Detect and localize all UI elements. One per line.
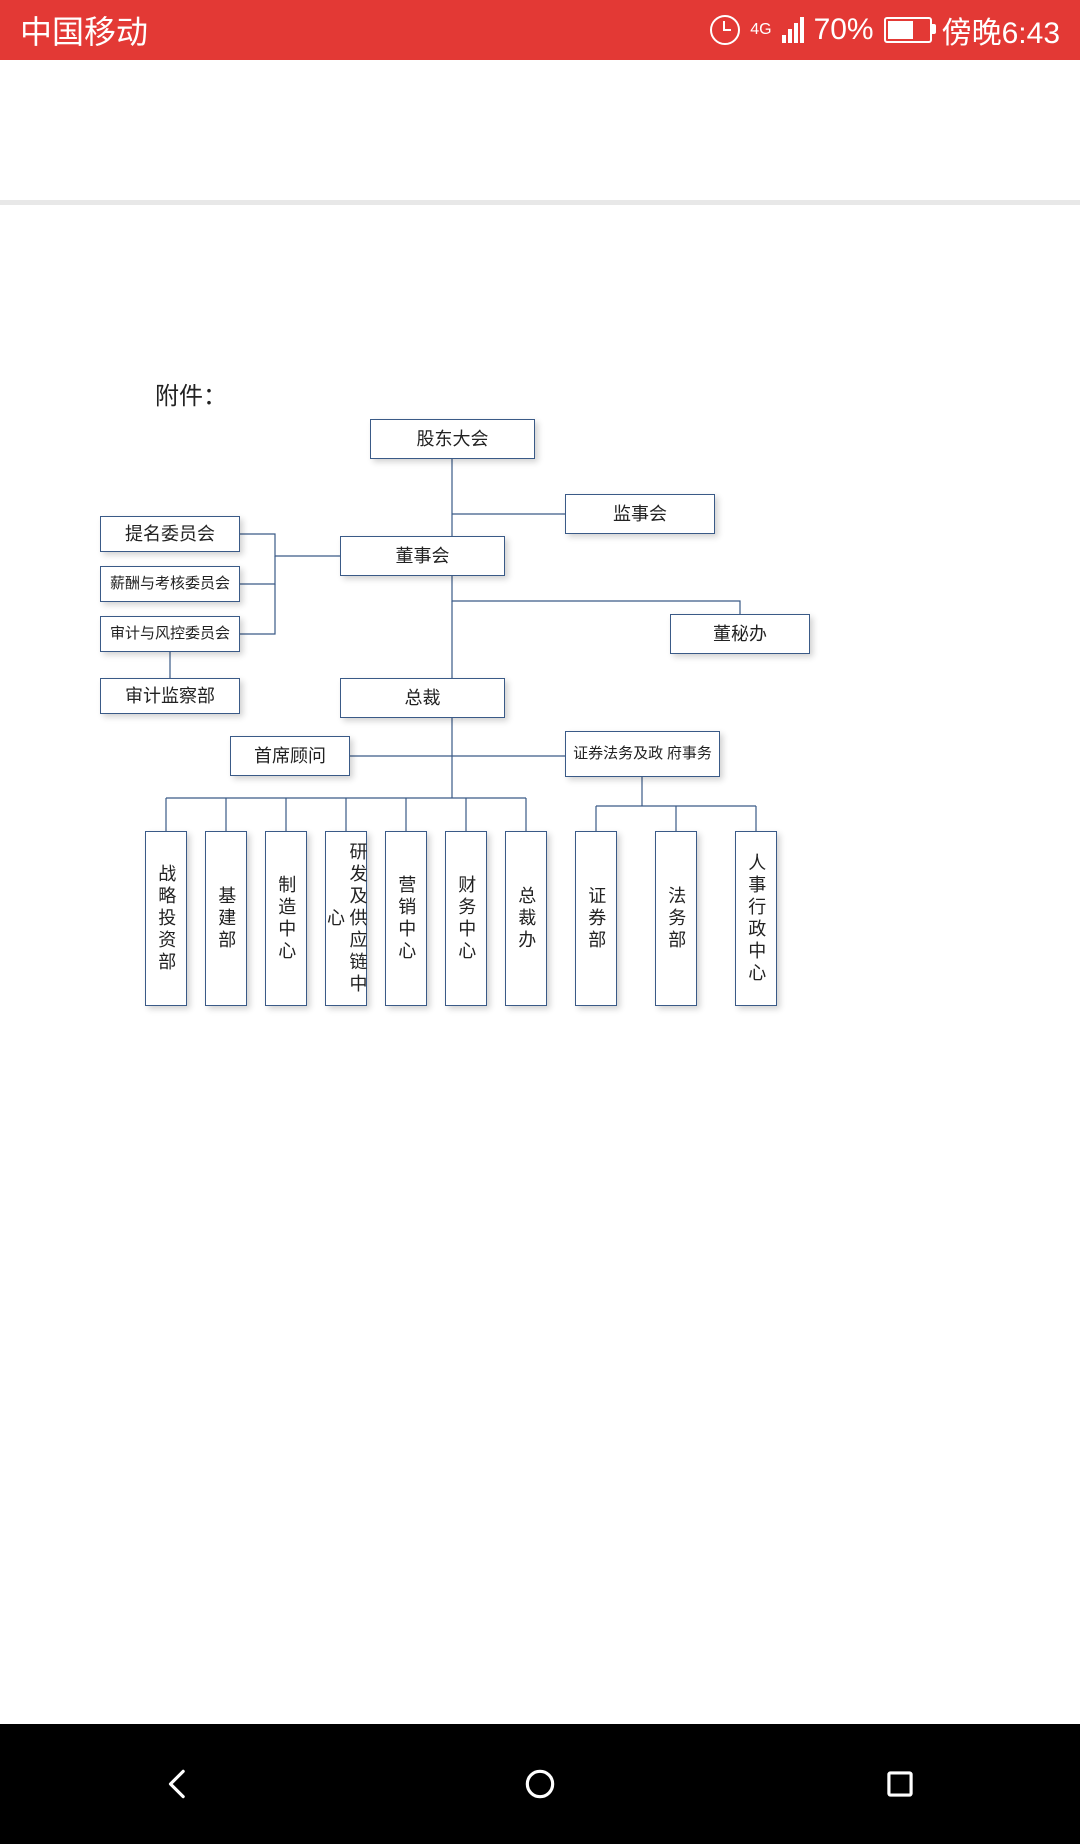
org-node-d4: 研发及供应链中心 (325, 831, 367, 1006)
org-node-sxgw: 首席顾问 (230, 736, 350, 776)
org-node-d9: 法务部 (655, 831, 697, 1006)
org-node-d1: 战略投资部 (145, 831, 187, 1006)
org-node-dmb: 董秘办 (670, 614, 810, 654)
network-label: 4G (750, 22, 771, 38)
org-node-d5: 营销中心 (385, 831, 427, 1006)
network-indicator: 4G (750, 22, 771, 38)
org-node-d7: 总裁办 (505, 831, 547, 1006)
org-node-gd: 股东大会 (370, 419, 535, 459)
battery-fill (888, 21, 913, 39)
home-icon[interactable] (521, 1765, 559, 1803)
org-node-d6: 财务中心 (445, 831, 487, 1006)
attachment-label: 附件： (155, 376, 227, 411)
android-nav-bar (0, 1724, 1080, 1844)
status-right: 4G 70% 傍晚6:43 (710, 8, 1060, 52)
org-node-d8: 证券部 (575, 831, 617, 1006)
org-node-xc: 薪酬与考核委员会 (100, 566, 240, 602)
back-icon[interactable] (161, 1765, 199, 1803)
org-node-sjjc: 审计监察部 (100, 678, 240, 714)
battery-pct: 70% (814, 13, 874, 47)
org-node-sj: 审计与风控委员会 (100, 616, 240, 652)
status-bar: 中国移动 4G 70% 傍晚6:43 (0, 0, 1080, 60)
document-viewer[interactable]: 附件： 股东大会监事会董事会 提名委员会薪酬与考核委员会审计与风控委员会审计监察部… (0, 206, 1080, 1724)
signal-bars-icon (782, 17, 804, 43)
org-node-zqfw: 证券法务及政 府事务 (565, 731, 720, 777)
org-node-d10: 人事行政中心 (735, 831, 777, 1006)
battery-icon (884, 17, 932, 43)
org-node-d2: 基建部 (205, 831, 247, 1006)
org-node-zc: 总裁 (340, 678, 505, 718)
divider (0, 200, 1080, 205)
org-node-d3: 制造中心 (265, 831, 307, 1006)
org-node-ds: 董事会 (340, 536, 505, 576)
recents-icon[interactable] (881, 1765, 919, 1803)
carrier-label: 中国移动 (20, 7, 148, 53)
clock-label: 傍晚6:43 (942, 8, 1060, 52)
org-node-js: 监事会 (565, 494, 715, 534)
alarm-icon (710, 15, 740, 45)
org-node-tm: 提名委员会 (100, 516, 240, 552)
